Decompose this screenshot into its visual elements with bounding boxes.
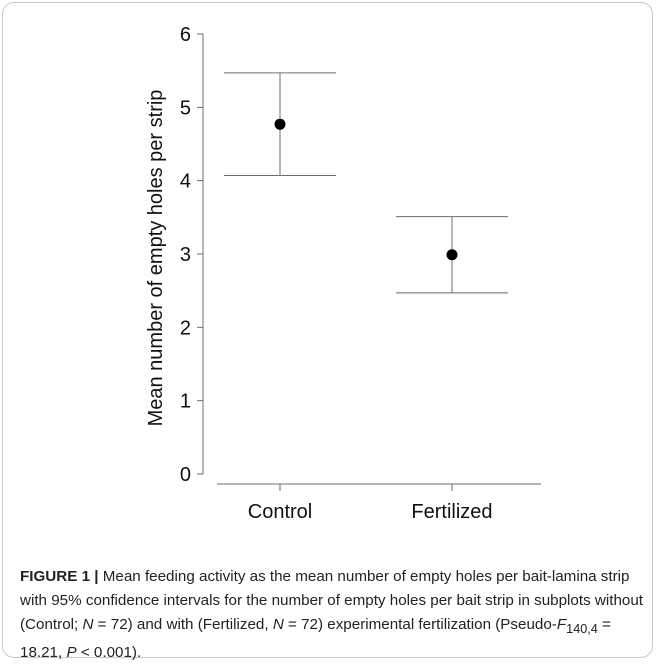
caption-n-symbol-2: N [272,616,284,633]
caption-f-subscript: 140,4 [566,622,598,637]
mean-point-control [274,118,286,130]
y-axis: 0 1 2 3 4 5 6 [180,24,204,486]
x-axis: Control Fertilized [217,483,541,523]
x-tick-label-fertilized: Fertilized [411,501,492,523]
figure-frame [2,2,653,658]
caption-p-symbol: P [66,644,77,662]
y-tick-label-2: 2 [180,317,191,339]
caption-f-symbol: F [556,616,567,633]
y-axis-label: Mean number of empty holes per strip [145,90,167,427]
caption-p-value: < 0.001). [76,644,142,662]
caption-label: FIGURE 1 | [20,568,99,585]
x-tick-label-control: Control [248,501,312,523]
y-tick-label-4: 4 [180,171,191,193]
y-tick-label-6: 6 [180,24,191,46]
caption-f-value: = 18.21, [20,616,611,662]
y-tick-label-1: 1 [180,391,191,413]
figure-caption: FIGURE 1 | Mean feeding activity as the … [20,565,645,665]
y-tick-label-3: 3 [180,244,191,266]
caption-n-symbol: N [82,616,94,633]
caption-n-value: = 72) and with (Fertilized, [93,616,273,633]
mean-point-fertilized [446,249,458,261]
caption-text: Mean feeding activity as the mean number… [20,568,644,633]
caption-n-value-2: = 72) experimental fertilization (Pseudo… [283,616,557,633]
y-tick-label-5: 5 [180,97,191,119]
y-tick-label-0: 0 [180,464,191,486]
data-marks [224,72,508,294]
chart: 0 1 2 3 4 5 6 Control Fertilized Mean number of… [145,24,541,523]
